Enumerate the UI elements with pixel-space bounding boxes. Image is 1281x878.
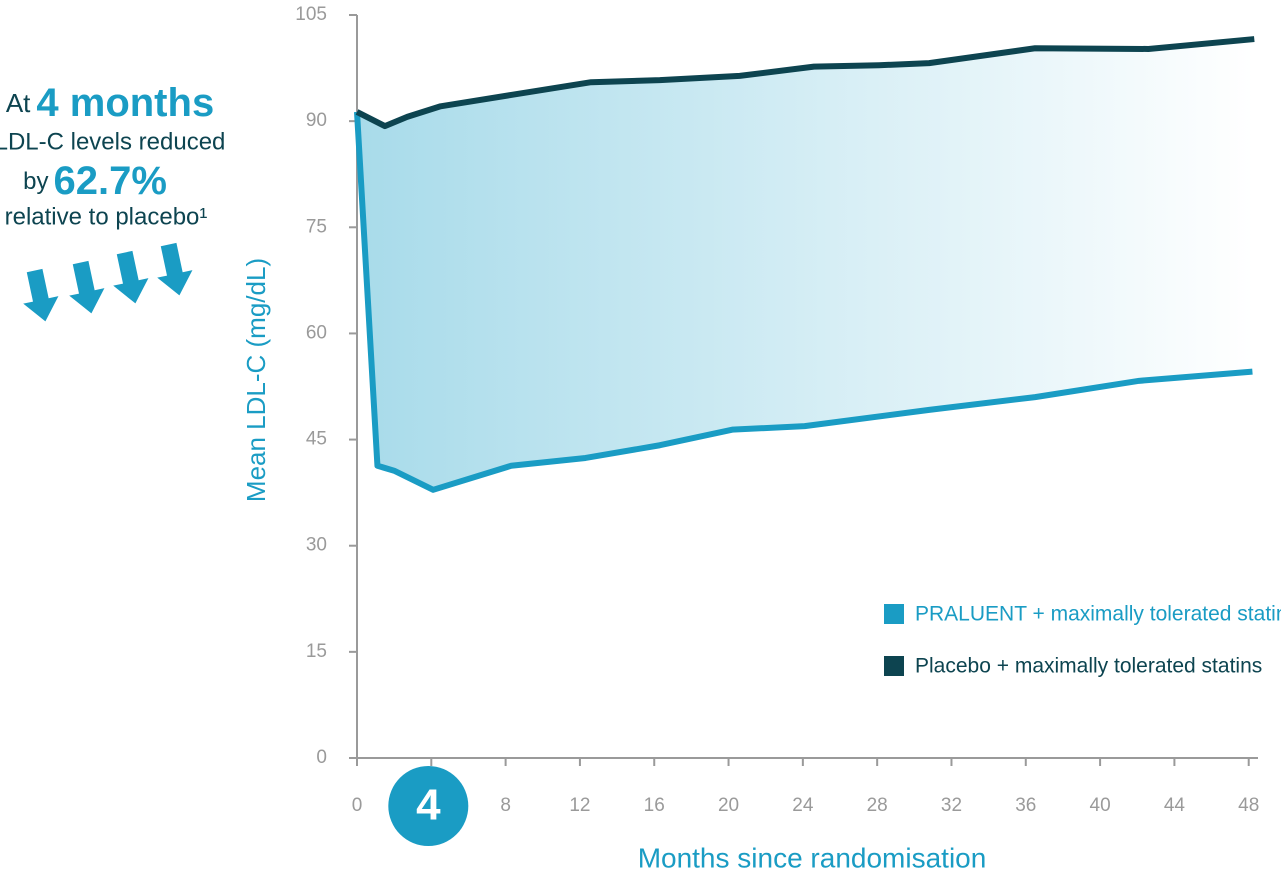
annotation-highlight: 4 months bbox=[36, 81, 214, 125]
legend-label: Placebo + maximally tolerated statins bbox=[915, 655, 1262, 678]
annotation: At 4 months LDL-C levels reduced by 62.7% … bbox=[0, 81, 225, 322]
highlight-circle bbox=[388, 766, 469, 846]
y-tick-label: 60 bbox=[306, 322, 327, 343]
y-tick-label: 45 bbox=[306, 429, 327, 450]
x-tick-label: 24 bbox=[792, 795, 814, 816]
annotation-line: by 62.7% bbox=[23, 159, 167, 203]
legend-swatch bbox=[884, 604, 904, 624]
annotation-text: LDL-C levels reduced bbox=[0, 128, 225, 155]
arrow bbox=[23, 268, 59, 322]
y-tick-label: 105 bbox=[295, 4, 327, 25]
x-axis-label: Months since randomisation bbox=[638, 842, 987, 873]
y-axis-label: Mean LDL-C (mg/dL) bbox=[241, 258, 271, 502]
arrows bbox=[23, 242, 193, 322]
legend-swatch bbox=[884, 656, 904, 676]
arrow bbox=[113, 250, 149, 304]
y-tick-label: 30 bbox=[306, 535, 327, 556]
x-tick-label: 4 bbox=[416, 781, 441, 830]
x-tick-label: 36 bbox=[1015, 795, 1036, 816]
annotation-highlight: 62.7% bbox=[53, 159, 166, 203]
legend-label: PRALUENT + maximally tolerated statins bbox=[915, 603, 1281, 626]
x-tick-label: 20 bbox=[718, 795, 739, 816]
x-tick-label: 8 bbox=[500, 795, 511, 816]
series-line bbox=[354, 111, 1253, 493]
x-tick-label: 48 bbox=[1238, 795, 1259, 816]
annotation-text: relative to placebo¹ bbox=[5, 203, 208, 230]
gap-fill bbox=[357, 39, 1255, 490]
x-tick-label: 12 bbox=[569, 795, 590, 816]
annotation-line: At 4 months bbox=[6, 81, 214, 125]
y-tick-label: 75 bbox=[306, 216, 327, 237]
y-tick-label: 0 bbox=[316, 747, 327, 768]
y-tick-label: 90 bbox=[306, 110, 327, 131]
x-tick-label: 0 bbox=[352, 795, 363, 816]
arrow bbox=[157, 242, 193, 296]
annotation-text: by bbox=[23, 168, 48, 195]
series-line bbox=[355, 36, 1255, 130]
x-tick-label: 16 bbox=[644, 795, 665, 816]
annotation-text: At bbox=[6, 88, 31, 118]
y-tick-label: 15 bbox=[306, 641, 327, 662]
x-tick-label: 32 bbox=[941, 795, 962, 816]
x-tick-label: 40 bbox=[1090, 795, 1111, 816]
arrow bbox=[69, 260, 105, 314]
x-tick-label: 44 bbox=[1164, 795, 1186, 816]
x-tick-label: 28 bbox=[867, 795, 888, 816]
